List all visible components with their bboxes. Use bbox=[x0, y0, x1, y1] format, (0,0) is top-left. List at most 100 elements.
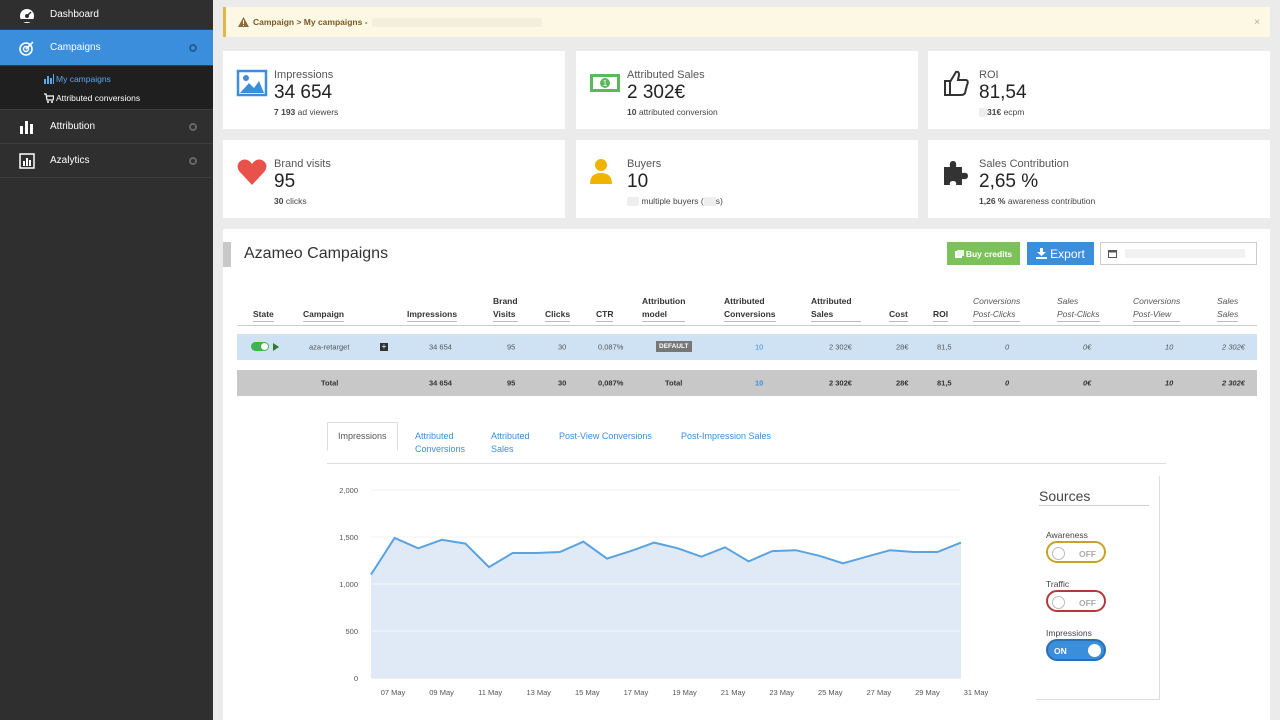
toggle-knob bbox=[1052, 596, 1065, 609]
gear-icon[interactable] bbox=[189, 122, 197, 131]
sidebar-item-azalytics[interactable]: Azalytics bbox=[0, 144, 213, 178]
x-tick-label: 23 May bbox=[769, 688, 794, 697]
stat-title: Attributed Sales bbox=[627, 69, 705, 81]
sidebar-subitem-my-campaigns[interactable]: My campaigns bbox=[0, 69, 213, 88]
cell-clicks: 30 bbox=[558, 342, 567, 352]
analytics-icon bbox=[19, 152, 35, 169]
sidebar-item-label: Azalytics bbox=[50, 155, 90, 166]
total-sales: 2 302€ bbox=[829, 378, 852, 388]
sidebar-subitem-label: Attributed conversions bbox=[56, 92, 141, 103]
bar-chart-icon bbox=[20, 120, 33, 134]
source-label: Traffic bbox=[1046, 579, 1070, 589]
x-tick-label: 09 May bbox=[429, 688, 454, 697]
sidebar: Dashboard Campaigns My campaigns Attribu… bbox=[0, 0, 213, 720]
total-conv-post-view: 10 bbox=[1165, 378, 1174, 388]
column-header[interactable]: Cost bbox=[889, 308, 908, 322]
x-tick-label: 19 May bbox=[672, 688, 697, 697]
column-header[interactable]: Conversions Post-Clicks bbox=[973, 295, 1021, 322]
credits-icon bbox=[954, 249, 964, 258]
tab-post-impression-sales[interactable]: Post-Impression Sales bbox=[681, 431, 772, 441]
sidebar-item-dashboard[interactable]: Dashboard bbox=[0, 0, 213, 30]
traffic-toggle[interactable]: OFF bbox=[1046, 590, 1106, 612]
stat-card-sales-contribution: Sales Contribution 2,65 % 1,26 % awarene… bbox=[928, 140, 1270, 218]
stat-subtext: multiple buyers (s) bbox=[627, 196, 723, 207]
impressions-toggle[interactable]: ON bbox=[1046, 639, 1106, 661]
cell-conversions-link[interactable]: 10 bbox=[755, 342, 764, 352]
panel-marker bbox=[223, 242, 231, 267]
cell-conv-post-clicks: 0 bbox=[1005, 342, 1010, 352]
column-header[interactable]: Campaign bbox=[303, 308, 345, 322]
tab-post-view-conversions[interactable]: Post-View Conversions bbox=[559, 431, 652, 441]
stat-subtext: 10 attributed conversion bbox=[627, 107, 718, 117]
column-header[interactable]: CTR bbox=[596, 308, 614, 322]
campaign-state-toggle[interactable] bbox=[251, 342, 269, 351]
toggle-knob bbox=[1088, 644, 1101, 657]
tab-attributed-conversions[interactable]: Attributed Conversions bbox=[415, 431, 466, 454]
column-header[interactable]: State bbox=[253, 308, 274, 322]
total-conv-post-clicks: 0 bbox=[1005, 378, 1010, 388]
stat-value: 81,54 bbox=[979, 82, 1027, 103]
y-tick-label: 500 bbox=[345, 627, 358, 636]
column-header[interactable]: Sales Sales bbox=[1217, 295, 1239, 322]
chart-tabs: Impressions Attributed Conversions Attrib… bbox=[327, 422, 1166, 464]
column-header[interactable]: Clicks bbox=[545, 308, 571, 322]
x-tick-label: 25 May bbox=[818, 688, 843, 697]
gear-icon[interactable] bbox=[189, 156, 197, 165]
tab-attributed-sales[interactable]: Attributed Sales bbox=[491, 431, 530, 454]
column-header[interactable]: Sales Post-Clicks bbox=[1057, 295, 1100, 322]
sidebar-subitem-label: My campaigns bbox=[56, 73, 111, 84]
column-header[interactable]: Brand Visits bbox=[493, 295, 518, 322]
toggle-knob bbox=[1052, 547, 1065, 560]
area-fill bbox=[371, 537, 961, 678]
date-range-picker[interactable] bbox=[1100, 242, 1257, 265]
stat-subtext: 1,26 % awareness contribution bbox=[979, 196, 1096, 206]
column-header[interactable]: Attribution model bbox=[642, 295, 686, 322]
close-icon[interactable]: × bbox=[1254, 16, 1260, 28]
source-label: Awareness bbox=[1046, 530, 1088, 540]
total-conversions-link[interactable]: 10 bbox=[755, 378, 764, 388]
stat-value: 34 654 bbox=[274, 82, 333, 103]
gear-icon[interactable] bbox=[189, 43, 197, 52]
sidebar-item-attribution[interactable]: Attribution bbox=[0, 110, 213, 144]
total-label: Total bbox=[321, 378, 339, 388]
toggle-state: OFF bbox=[1079, 598, 1096, 608]
bar-chart-small-icon bbox=[44, 73, 54, 84]
svg-text:1: 1 bbox=[603, 79, 608, 88]
y-tick-label: 1,000 bbox=[339, 580, 358, 589]
sidebar-item-campaigns[interactable]: Campaigns bbox=[0, 30, 213, 66]
column-header[interactable]: Attributed Sales bbox=[811, 295, 862, 322]
column-header[interactable]: Conversions Post-View bbox=[1133, 295, 1181, 322]
export-button[interactable]: Export bbox=[1027, 242, 1094, 265]
calendar-icon bbox=[1108, 250, 1117, 258]
column-header[interactable]: Impressions bbox=[407, 308, 458, 322]
attribution-model-badge[interactable]: DEFAULT bbox=[656, 341, 692, 352]
stat-subtext: 31€ ecpm bbox=[979, 107, 1024, 118]
stat-card-buyers: Buyers 10 multiple buyers (s) bbox=[576, 140, 918, 218]
stat-card-roi: ROI 81,54 31€ ecpm bbox=[928, 51, 1270, 129]
buy-credits-button[interactable]: Buy credits bbox=[947, 242, 1020, 265]
tab-impressions[interactable]: Impressions bbox=[327, 422, 398, 451]
campaign-name[interactable]: aza-retarget bbox=[309, 342, 350, 352]
cell-conv-post-view: 10 bbox=[1165, 342, 1174, 352]
expand-icon[interactable]: + bbox=[380, 342, 388, 351]
total-sales-post-clicks: 0€ bbox=[1083, 378, 1092, 388]
stat-subtext: 30 clicks bbox=[274, 196, 307, 206]
sidebar-subitem-attributed-conversions[interactable]: Attributed conversions bbox=[0, 88, 213, 107]
warning-icon bbox=[238, 17, 249, 27]
campaigns-panel: Azameo Campaigns Buy credits Export Stat… bbox=[223, 229, 1270, 720]
x-tick-label: 31 May bbox=[964, 688, 989, 697]
y-tick-label: 0 bbox=[354, 674, 358, 683]
total-clicks: 30 bbox=[558, 378, 567, 388]
awareness-toggle[interactable]: OFF bbox=[1046, 541, 1106, 563]
table-row[interactable]: aza-retarget + 34 654 95 30 0,087% DEFAU… bbox=[237, 334, 1257, 360]
y-tick-label: 2,000 bbox=[339, 486, 358, 495]
puzzle-icon bbox=[944, 161, 968, 185]
x-tick-label: 13 May bbox=[526, 688, 551, 697]
sidebar-item-label: Campaigns bbox=[50, 42, 101, 53]
redacted-campaign-name bbox=[371, 17, 542, 27]
column-header[interactable]: ROI bbox=[933, 308, 949, 322]
sources-panel: Sources Awareness OFF Traffic OFF Impres… bbox=[1036, 476, 1160, 700]
impressions-chart: 0 500 1,000 1,500 2,000 07 May 09 May 11 May 13 … bbox=[339, 486, 989, 697]
campaigns-table: State Campaign Impressions Brand Visits C… bbox=[237, 294, 1257, 396]
column-header[interactable]: Attributed Conversions bbox=[724, 295, 776, 322]
